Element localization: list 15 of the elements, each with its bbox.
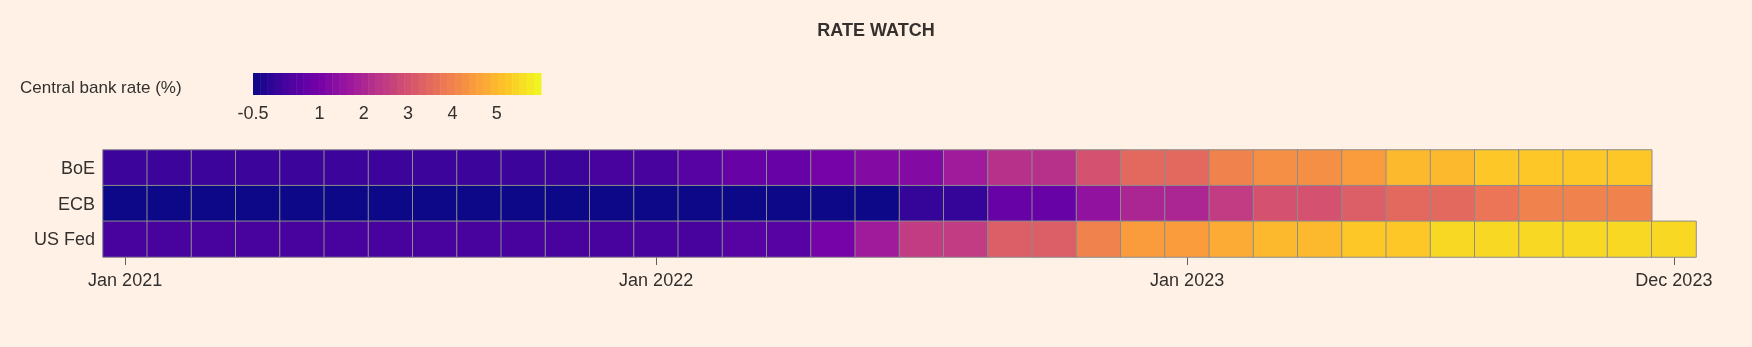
x-tick-label: Jan 2022 [619,270,694,290]
color-bar-label: 5 [491,103,502,123]
color-bar-label: 4 [447,103,458,123]
y-tick-label: BoE [60,157,95,178]
x-tick-label: Dec 2023 [1635,270,1713,290]
color-bar-title: Central bank rate (%) [20,77,182,97]
color-bar-label: 2 [358,103,369,123]
y-tick-label: ECB [57,193,95,214]
y-tick-label: US Fed [33,229,95,250]
color-bar-label: 3 [403,103,414,123]
color-bar-label: -0.5 [237,103,269,123]
color-bar-label: 1 [314,103,325,123]
chart-title: RATE WATCH [817,20,935,40]
x-tick-label: Jan 2023 [1150,270,1225,290]
x-tick-label: Jan 2021 [88,270,163,290]
